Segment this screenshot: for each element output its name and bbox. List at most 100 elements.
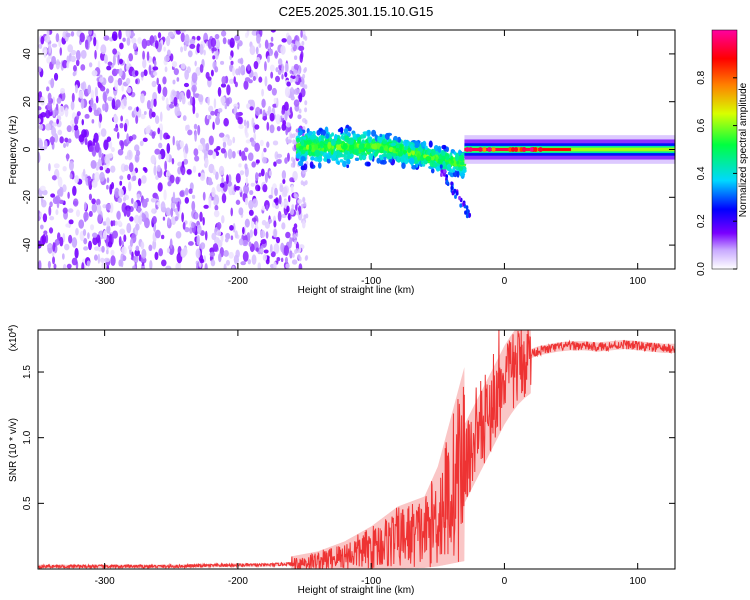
spectrogram-cell [274,151,279,160]
spectrogram-cell [358,153,364,161]
spectrogram-cell [110,249,115,256]
spectrogram-cell [281,222,286,230]
spectrogram-cell [344,135,350,143]
spectrogram-cell [260,168,265,177]
spectrogram-cell [45,123,52,131]
spectrogram-cell [465,205,469,210]
spectrogram-cell [191,200,196,212]
spectrogram-cell [64,137,69,143]
spectrogram-cell [265,204,269,211]
spectrogram-cell [374,134,378,142]
spectrogram-cell [180,30,187,33]
spectrogram-cell [184,34,190,46]
spectrogram-cell [445,146,450,153]
spectrogram-cell [188,188,193,195]
spectrogram-cell [384,132,390,140]
spectrogram-cell [184,143,189,154]
spectrogram-cell [163,189,167,201]
spectrogram-cell [241,150,246,162]
spectrogram-cell [321,147,325,152]
spectrogram-cell [514,147,519,152]
spectrogram-cell [48,163,51,172]
spectrogram-cell [195,248,201,259]
spectrogram-cell [223,117,229,127]
spectrogram-cell [366,161,371,167]
spectrogram-cell [284,62,289,73]
spectrogram-cell [87,175,91,187]
spectrogram-cell [344,150,348,155]
spectrogram-cell [269,124,275,134]
spectrogram-cell [266,141,270,148]
spectrogram-cell [116,210,121,221]
spectrogram-cell [261,88,264,97]
spectrogram-cell [134,70,139,77]
spectrogram-cell [312,130,316,136]
spectrogram-cell [143,110,147,115]
spectrogram-cell [40,96,46,106]
spectrogram-cell [193,148,199,157]
spectrogram-y-tick-label: -20 [22,190,33,205]
spectrogram-cell [106,265,110,269]
spectrogram-x-tick-label: 100 [629,276,646,287]
spectrogram-cell [171,61,178,68]
spectrogram-cell [376,157,381,164]
spectrogram-cell [167,180,172,187]
spectrogram-cell [274,50,279,59]
spectrogram-cell [253,228,258,237]
spectrogram-cell [75,59,80,67]
spectrogram-cell [123,164,129,172]
spectrogram-cell [278,64,282,70]
spectrogram-cell [232,136,236,144]
spectrogram-cell [402,139,408,147]
spectrogram-cell [177,161,183,167]
spectrogram-cell [44,140,48,150]
spectrogram-cell [210,259,216,267]
colorbar: 0.0 0.2 0.4 0.6 0.8 Normalized spectral ampl… [696,29,749,276]
spectrogram-cell [336,150,340,156]
spectrogram-cell [38,139,43,149]
spectrogram-cell [126,222,132,234]
spectrogram-cell [445,155,450,161]
spectrogram-cell [289,106,293,114]
spectrogram-cell [154,229,161,239]
spectrogram-cell [179,140,184,148]
spectrogram-cell [141,38,148,49]
spectrogram-cell [64,107,69,118]
spectrogram-cell [113,127,119,132]
spectrogram-cell [114,79,119,91]
spectrogram-cell [84,39,89,50]
spectrogram-cell [411,165,417,170]
spectrogram-cell [330,138,336,146]
spectrogram-cell [128,53,134,62]
spectrogram-cell [39,185,46,191]
spectrogram-cell [258,76,263,83]
spectrogram-cell [242,239,249,247]
spectrogram-cell [51,43,58,48]
spectrogram-cell [164,55,170,63]
spectrogram-cell [81,118,84,126]
spectrogram-cell [284,256,288,264]
spectrogram-cell [455,191,459,196]
spectrogram-cell [339,159,344,163]
spectrogram-cell [211,186,216,198]
spectrogram-cell [383,150,387,155]
spectrogram-cell [212,55,216,60]
spectrogram-cell [274,187,278,197]
spectrogram-cell [145,197,149,203]
spectrogram-cell [94,86,98,98]
spectrogram-cell [175,176,180,185]
spectrogram-cell [120,140,125,151]
spectrogram-cell [179,190,185,197]
spectrogram-cell [166,247,171,254]
spectrogram-cell [128,135,134,142]
spectrogram-cell [192,165,197,173]
spectrogram-cell [409,143,414,150]
spectrogram-cell [249,106,254,111]
spectrogram-cell [170,207,174,218]
spectrogram-cell [284,109,288,121]
spectrogram-x-ticks: -300 -200 -100 0 100 [95,30,646,287]
spectrogram-cell [107,61,113,66]
spectrogram-cell [402,149,408,155]
spectrogram-cell [263,147,267,153]
spectrogram-cell [217,112,220,119]
